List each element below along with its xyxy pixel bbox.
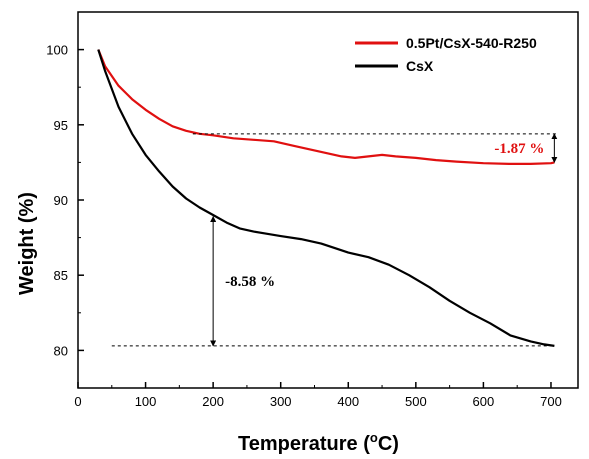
x-axis-title-unit: C) xyxy=(378,433,399,455)
y-axis-title: Weight (%) xyxy=(16,192,38,295)
y-tick-label: 80 xyxy=(54,343,68,358)
annotation-red-loss: -1.87 % xyxy=(494,141,544,157)
x-tick-label: 300 xyxy=(270,394,292,409)
x-tick-label: 400 xyxy=(337,394,359,409)
x-axis-title: Temperature (oC) xyxy=(238,430,399,455)
legend: 0.5Pt/CsX-540-R250 CsX xyxy=(355,35,537,74)
x-tick-label: 200 xyxy=(202,394,224,409)
x-tick-label: 500 xyxy=(405,394,427,409)
axis-ticks: 0 100 200 300 400 500 600 700 80 85 90 95 100 xyxy=(46,11,562,409)
y-tick-label: 85 xyxy=(54,268,68,283)
y-tick-label: 100 xyxy=(46,43,68,58)
y-tick-label: 95 xyxy=(54,118,68,133)
series-line-csx xyxy=(97,49,555,347)
series-line-pt-catalyst xyxy=(97,49,555,165)
annotations-group xyxy=(111,133,558,347)
series-group xyxy=(97,49,555,347)
x-tick-label: 700 xyxy=(540,394,562,409)
x-tick-label: 0 xyxy=(74,394,81,409)
x-axis-title-sup: o xyxy=(370,430,378,445)
x-tick-label: 600 xyxy=(473,394,495,409)
x-axis-title-main: Temperature ( xyxy=(238,433,370,455)
legend-label-pt-catalyst: 0.5Pt/CsX-540-R250 xyxy=(406,35,537,51)
x-tick-label: 100 xyxy=(135,394,157,409)
y-tick-label: 90 xyxy=(54,193,68,208)
legend-label-csx: CsX xyxy=(406,58,434,74)
annotation-black-loss: -8.58 % xyxy=(225,274,275,290)
